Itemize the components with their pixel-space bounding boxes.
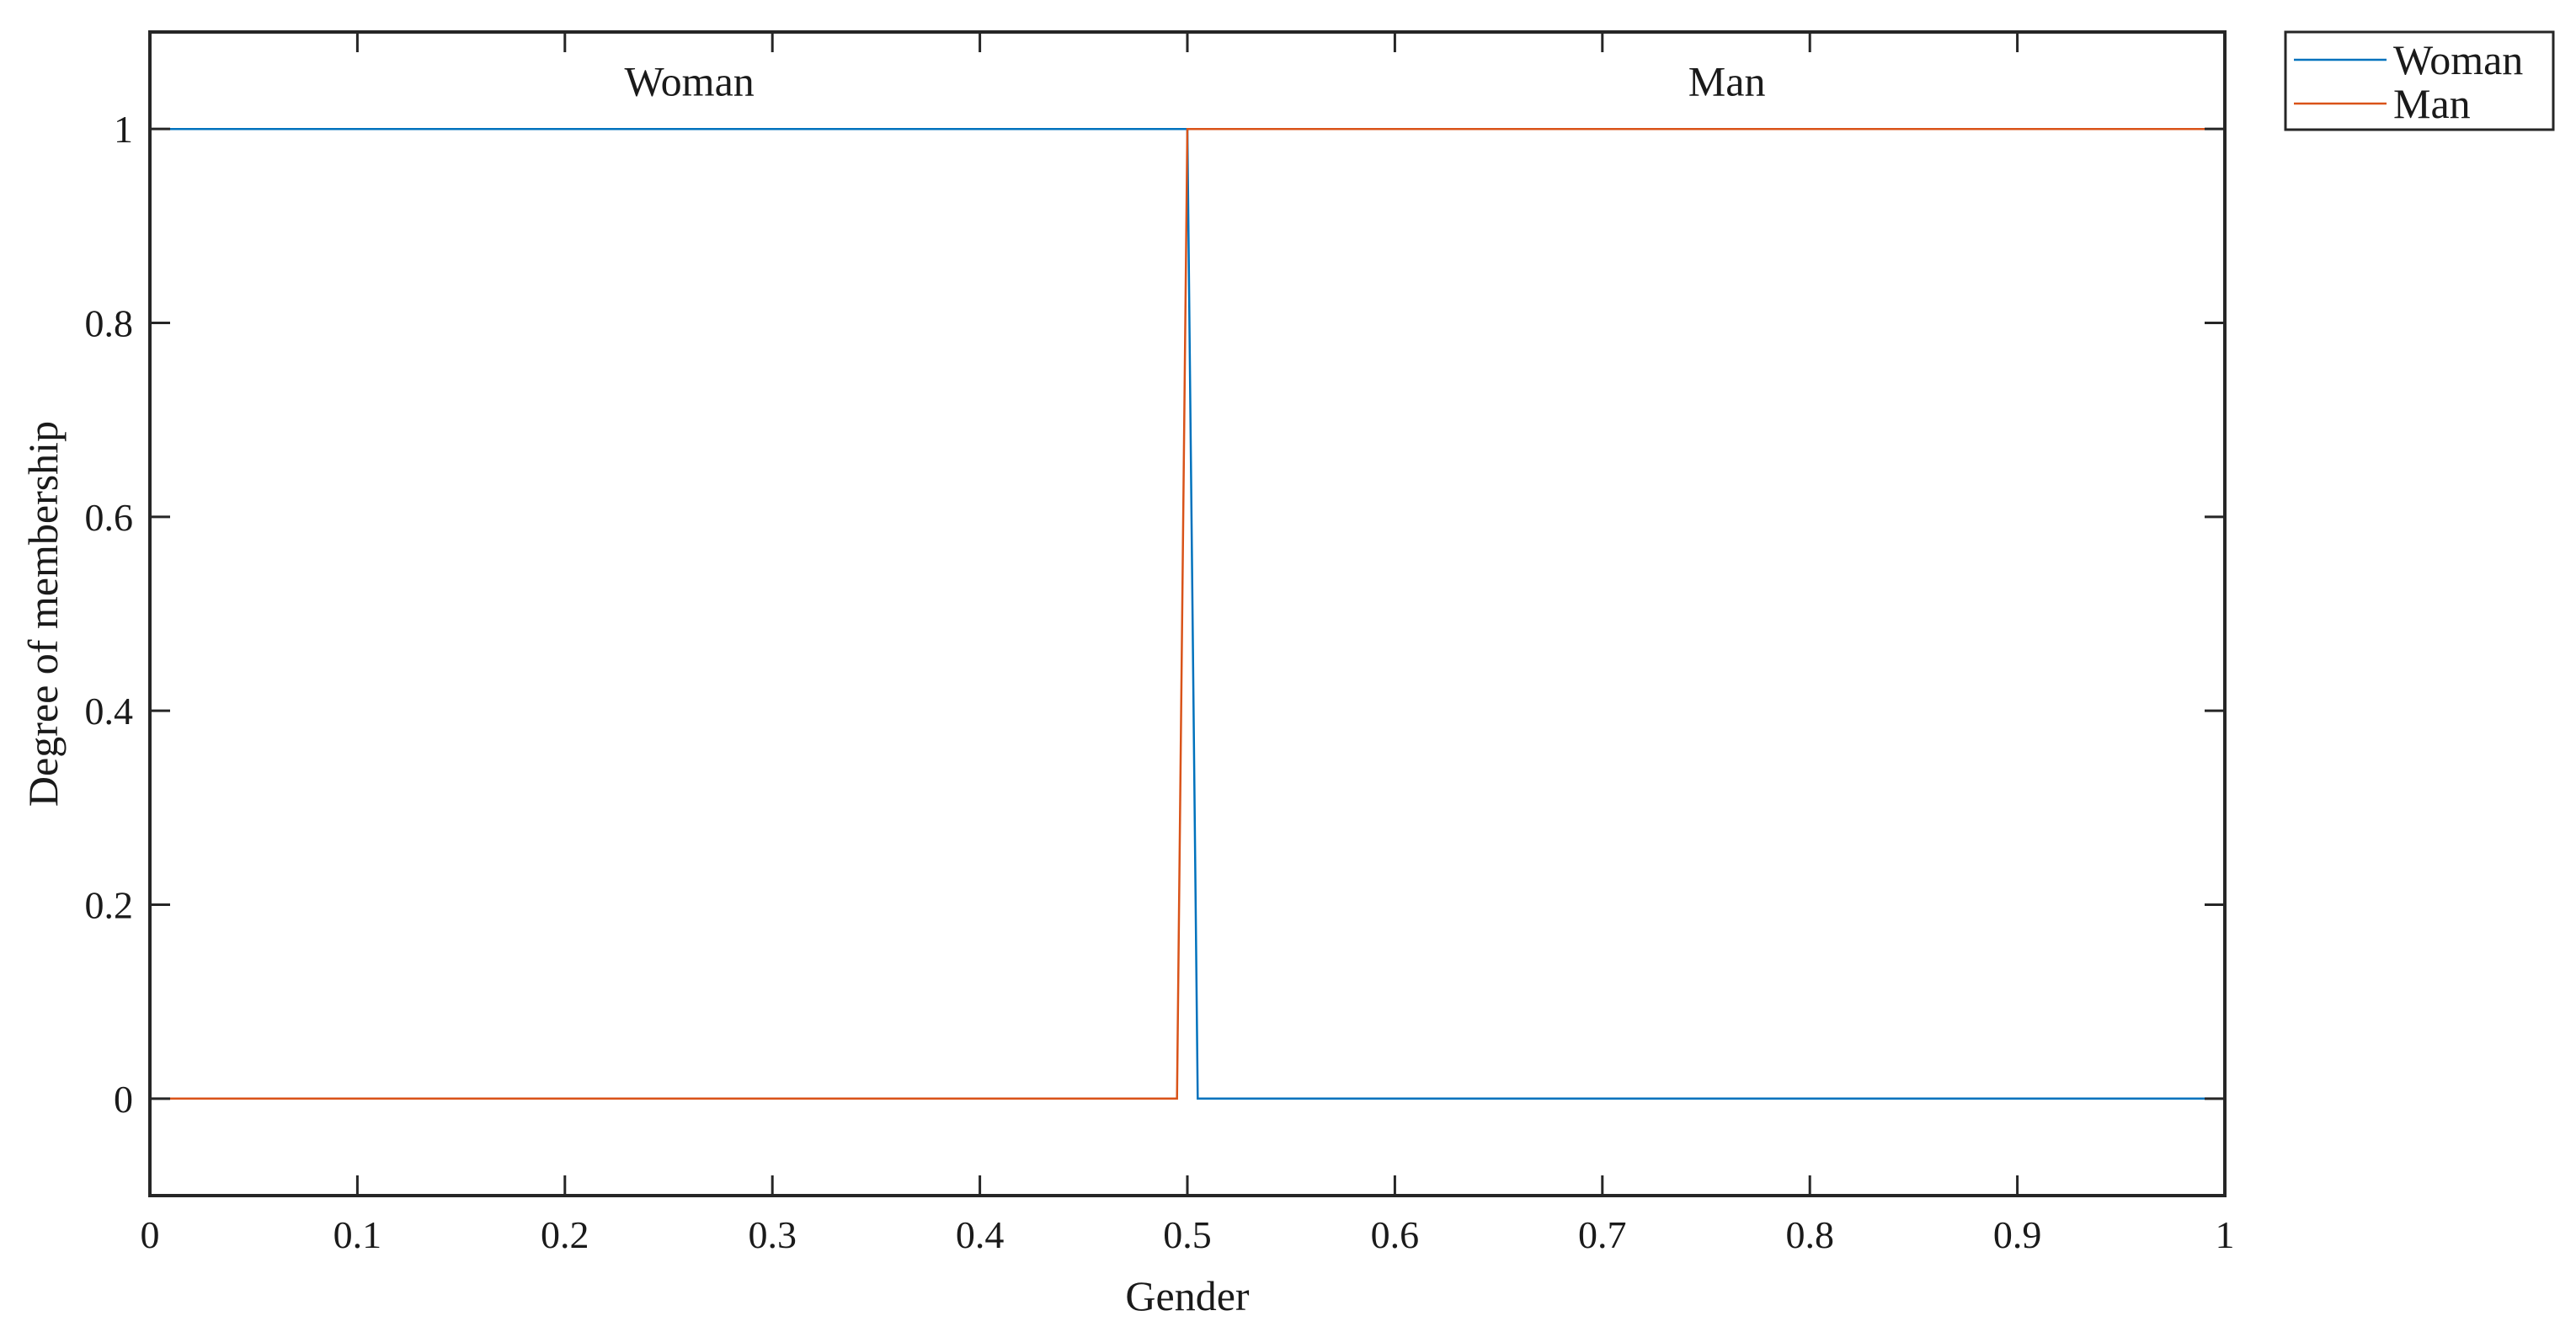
region-label-man: Man: [1688, 58, 1766, 105]
x-tick-label: 1: [2216, 1213, 2235, 1256]
x-tick-label: 0.5: [1163, 1213, 1212, 1256]
region-label-woman: Woman: [624, 58, 754, 105]
y-axis-label: Degree of membership: [19, 421, 67, 807]
x-tick-label: 0.6: [1371, 1213, 1420, 1256]
x-tick-label: 0.3: [748, 1213, 797, 1256]
y-tick-label: 0.4: [85, 690, 134, 733]
tick-layer: 0 0.1 0.2 0.3 0.4 0.5 0.6 0.7 0.8 0.9 1 0 0.2 0.4 0.6 0…: [85, 32, 2235, 1256]
x-tick-label: 0.8: [1785, 1213, 1834, 1256]
y-tick-label: 0.8: [85, 302, 134, 345]
y-tick-label: 0: [114, 1078, 133, 1121]
x-tick-label: 0.7: [1578, 1213, 1627, 1256]
legend-box: [2284, 30, 2555, 131]
legend: Woman Man: [2284, 30, 2555, 131]
series-layer: [150, 127, 2225, 1100]
x-tick-label: 0.2: [541, 1213, 589, 1256]
x-tick-label: 0.1: [333, 1213, 382, 1256]
y-tick-label: 0.6: [85, 496, 134, 539]
x-tick-label: 0.9: [1993, 1213, 2042, 1256]
annotation-layer: Woman Man: [624, 58, 1765, 105]
series-line-man: [150, 127, 2225, 1100]
y-tick-label: 0.2: [85, 884, 134, 927]
axes-box: [148, 30, 2227, 1197]
legend-label-man: Man: [2393, 80, 2471, 127]
x-tick-label: 0: [141, 1213, 160, 1256]
y-tick-label: 1: [114, 108, 133, 151]
x-axis-label: Gender: [1125, 1272, 1249, 1319]
x-tick-label: 0.4: [956, 1213, 1005, 1256]
legend-label-woman: Woman: [2393, 36, 2523, 83]
